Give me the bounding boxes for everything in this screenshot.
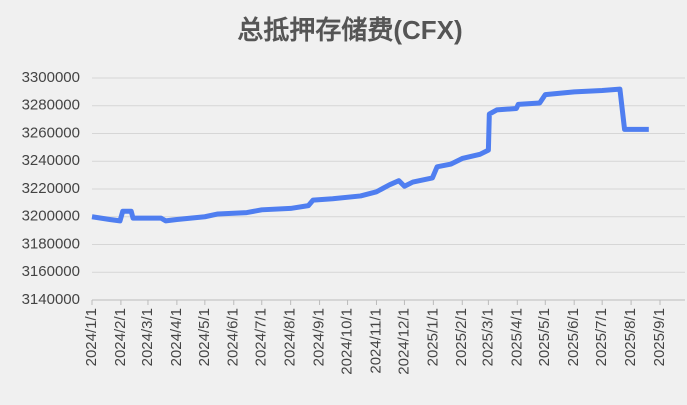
x-tick-label: 2024/6/1: [225, 308, 242, 366]
y-tick-label: 3300000: [22, 69, 80, 86]
line: [91, 86, 649, 224]
y-tick-label: 3180000: [22, 235, 80, 252]
x-tick-label: 2024/9/1: [311, 308, 328, 366]
x-tick-label: 2024/12/1: [395, 308, 412, 375]
x-tick-label: 2024/3/1: [139, 308, 156, 366]
y-tick-label: 3240000: [22, 152, 80, 169]
x-tick-label: 2024/2/1: [112, 308, 129, 366]
x-tick-label: 2024/10/1: [339, 308, 356, 375]
y-tick-label: 3280000: [22, 97, 80, 114]
x-tick-label: 2024/8/1: [282, 308, 299, 366]
y-tick-label: 3260000: [22, 124, 80, 141]
x-tick-label: 2024/11/1: [367, 308, 384, 374]
y-tick-label: 3160000: [22, 263, 80, 280]
x-tick-label: 2025/4/1: [508, 308, 525, 366]
x-tick-label: 2025/5/1: [536, 308, 553, 366]
x-tick-label: 2025/9/1: [651, 308, 668, 366]
x-tick-label: 2025/8/1: [622, 308, 639, 366]
x-tick-label: 2024/1/1: [83, 308, 100, 366]
x-tick-label: 2025/3/1: [479, 308, 496, 366]
x-tick-label: 2025/2/1: [453, 308, 470, 366]
y-tick-label: 3140000: [22, 291, 80, 308]
y-tick-label: 3220000: [22, 180, 80, 197]
x-tick-label: 2024/7/1: [253, 308, 270, 366]
y-tick-label: 3200000: [22, 208, 80, 225]
chart-title: 总抵押存储费(CFX): [237, 15, 462, 45]
x-tick-label: 2025/1/1: [424, 308, 441, 366]
x-tick-label: 2024/4/1: [168, 308, 185, 366]
x-tick-label: 2025/6/1: [565, 308, 582, 366]
x-tick-label: 2024/5/1: [196, 308, 213, 366]
x-tick-label: 2025/7/1: [593, 308, 610, 366]
